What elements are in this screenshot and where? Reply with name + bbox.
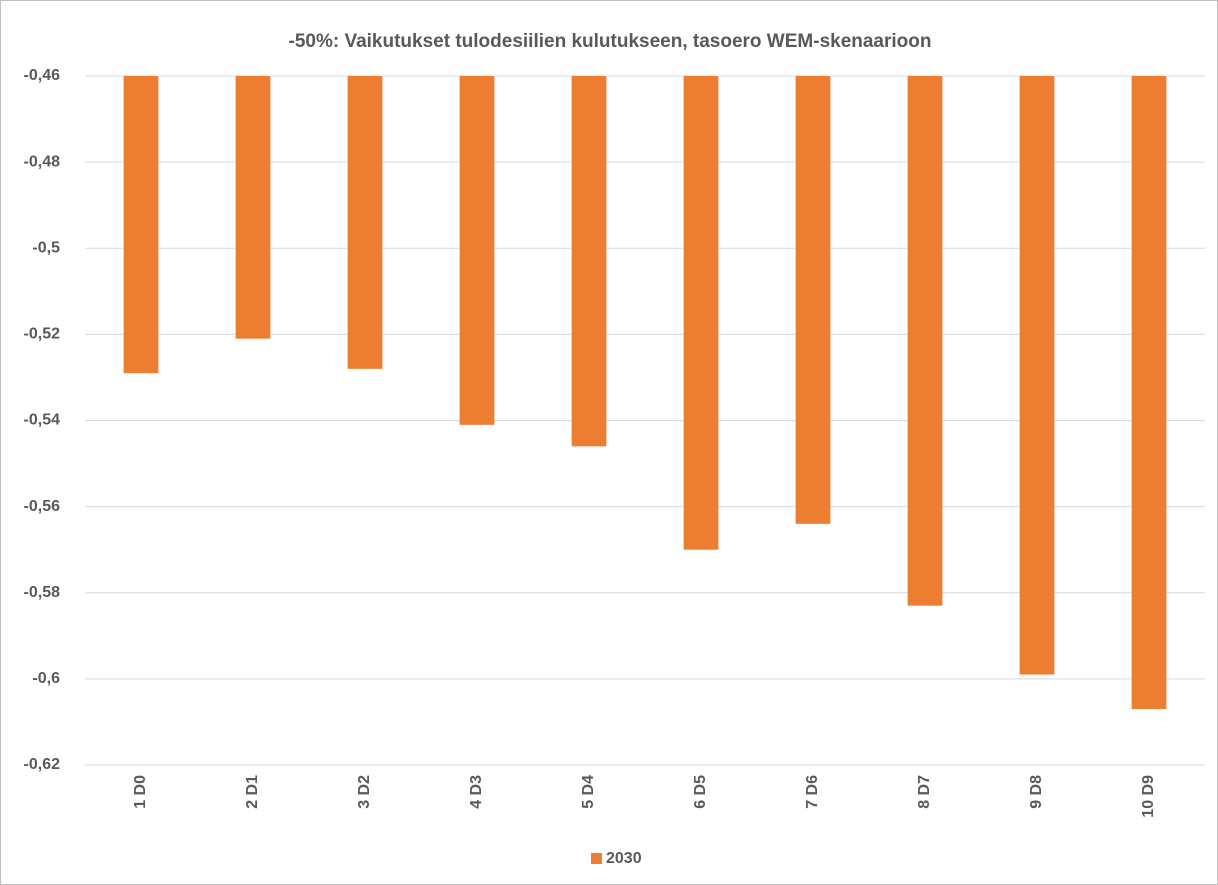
legend-label: 2030 bbox=[606, 850, 642, 867]
y-tick-label: -0,58 bbox=[24, 584, 61, 601]
bar bbox=[459, 76, 495, 425]
y-tick-label: -0,54 bbox=[24, 412, 61, 429]
bar bbox=[795, 76, 831, 524]
x-tick-label: 2 D1 bbox=[244, 775, 261, 809]
bar bbox=[235, 76, 271, 339]
x-tick-label: 1 D0 bbox=[132, 775, 149, 809]
y-tick-label: -0,5 bbox=[32, 239, 60, 256]
y-tick-label: -0,56 bbox=[24, 498, 61, 515]
bar bbox=[907, 76, 943, 606]
bar bbox=[1019, 76, 1055, 675]
x-tick-label: 3 D2 bbox=[356, 775, 373, 809]
bar bbox=[571, 76, 607, 447]
x-tick-label: 10 D9 bbox=[1140, 775, 1157, 818]
x-tick-label: 8 D7 bbox=[916, 775, 933, 809]
bar bbox=[123, 76, 159, 374]
x-tick-label: 5 D4 bbox=[580, 775, 597, 809]
y-tick-label: -0,48 bbox=[24, 153, 61, 170]
y-tick-label: -0,46 bbox=[24, 67, 61, 84]
bar bbox=[683, 76, 719, 550]
x-tick-label: 7 D6 bbox=[804, 775, 821, 809]
legend-swatch bbox=[591, 853, 602, 864]
x-tick-label: 9 D8 bbox=[1028, 775, 1045, 809]
y-tick-label: -0,6 bbox=[32, 670, 60, 687]
bar bbox=[1131, 76, 1167, 710]
y-tick-label: -0,62 bbox=[24, 756, 61, 773]
chart-title: -50%: Vaikutukset tulodesiilien kulutuks… bbox=[289, 31, 932, 52]
x-tick-label: 4 D3 bbox=[468, 775, 485, 809]
y-tick-label: -0,52 bbox=[24, 326, 61, 343]
bar bbox=[347, 76, 383, 369]
x-tick-label: 6 D5 bbox=[692, 775, 709, 809]
